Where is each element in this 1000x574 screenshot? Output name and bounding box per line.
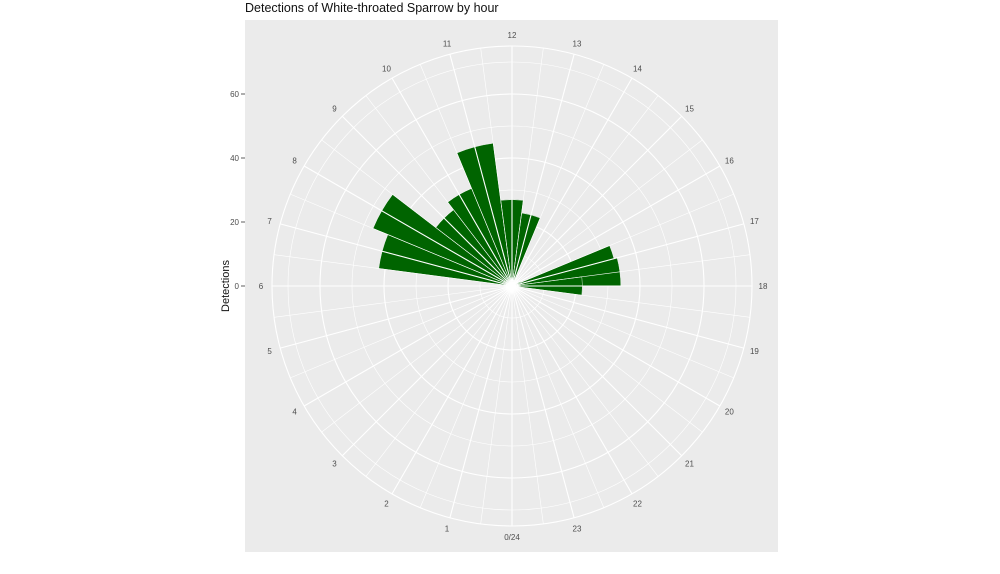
spoke-minor-17 [511,254,750,287]
spoke-minor-5 [274,285,513,318]
spoke-major-7 [280,223,513,287]
spoke-minor-7 [290,193,513,287]
hour-label-10: 10 [382,65,391,74]
chart-title: Detections of White-throated Sparrow by … [245,1,499,15]
spoke-major-19 [511,285,744,349]
hour-label-19: 19 [750,347,759,356]
spoke-minor-1 [419,285,513,508]
spoke-minor-11 [480,48,513,287]
spoke-major-17 [511,223,744,287]
spoke-major-11 [449,54,513,287]
spoke-minor-23 [511,285,544,524]
radial-tick-label-0: 0 [235,282,240,291]
hour-label-16: 16 [725,157,734,166]
radial-tick-label-1: 20 [230,218,239,227]
radial-axis: 0 20 40 60 [230,90,245,291]
radial-tick-label-2: 40 [230,154,239,163]
spoke-minor-2 [365,285,513,477]
spoke-minor-14 [511,95,659,287]
hour-label-21: 21 [685,459,694,468]
spoke-minor-20 [511,285,703,433]
spoke-minor-6 [274,254,513,287]
spoke-major-23 [511,285,575,518]
hour-label-8: 8 [292,157,297,166]
hour-label-11: 11 [443,40,452,49]
spoke-major-9 [341,115,513,287]
spoke-major-1 [449,285,513,518]
spoke-lines [272,46,752,526]
hour-label-23: 23 [573,524,582,533]
spoke-minor-22 [511,285,605,508]
hour-label-14: 14 [633,65,642,74]
spoke-minor-13 [511,64,605,287]
spoke-minor-10 [419,64,513,287]
spoke-major-14 [511,77,633,287]
hour-label-4: 4 [292,408,297,417]
spoke-minor-16 [511,193,734,287]
spoke-major-3 [341,285,513,457]
radial-tick-label-3: 60 [230,90,239,99]
spoke-major-8 [303,165,513,287]
spoke-major-15 [511,115,683,287]
spoke-major-13 [511,54,575,287]
hour-label-9: 9 [332,105,337,114]
hour-label-7: 7 [267,217,272,226]
spoke-major-5 [280,285,513,349]
spoke-minor-15 [511,139,703,287]
hour-label-1: 1 [445,524,450,533]
hour-label-5: 5 [267,347,272,356]
hour-label-3: 3 [332,459,337,468]
spoke-minor-18 [511,285,750,318]
hour-label-13: 13 [573,40,582,49]
spoke-major-20 [511,285,721,407]
spoke-major-2 [391,285,513,495]
hour-label-18: 18 [759,282,768,291]
hour-label-6: 6 [259,282,264,291]
spoke-major-4 [303,285,513,407]
spoke-minor-8 [321,139,513,287]
spoke-major-21 [511,285,683,457]
spoke-minor-0 [480,285,513,524]
hour-labels: 0/24123456789101112131415161718192021222… [259,31,768,542]
hour-label-17: 17 [750,217,759,226]
hour-label-12: 12 [508,31,517,40]
spoke-major-22 [511,285,633,495]
spoke-minor-4 [290,285,513,379]
spoke-major-10 [391,77,513,287]
hour-label-0: 0/24 [504,533,520,542]
spoke-minor-21 [511,285,659,477]
spoke-minor-9 [365,95,513,287]
spoke-major-16 [511,165,721,287]
spoke-minor-19 [511,285,734,379]
hour-label-22: 22 [633,499,642,508]
spoke-minor-3 [321,285,513,433]
hour-label-15: 15 [685,105,694,114]
hour-label-2: 2 [384,499,389,508]
hour-label-20: 20 [725,408,734,417]
spoke-minor-12 [511,48,544,287]
